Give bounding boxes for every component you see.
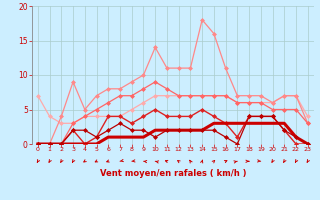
X-axis label: Vent moyen/en rafales ( km/h ): Vent moyen/en rafales ( km/h ) — [100, 169, 246, 178]
